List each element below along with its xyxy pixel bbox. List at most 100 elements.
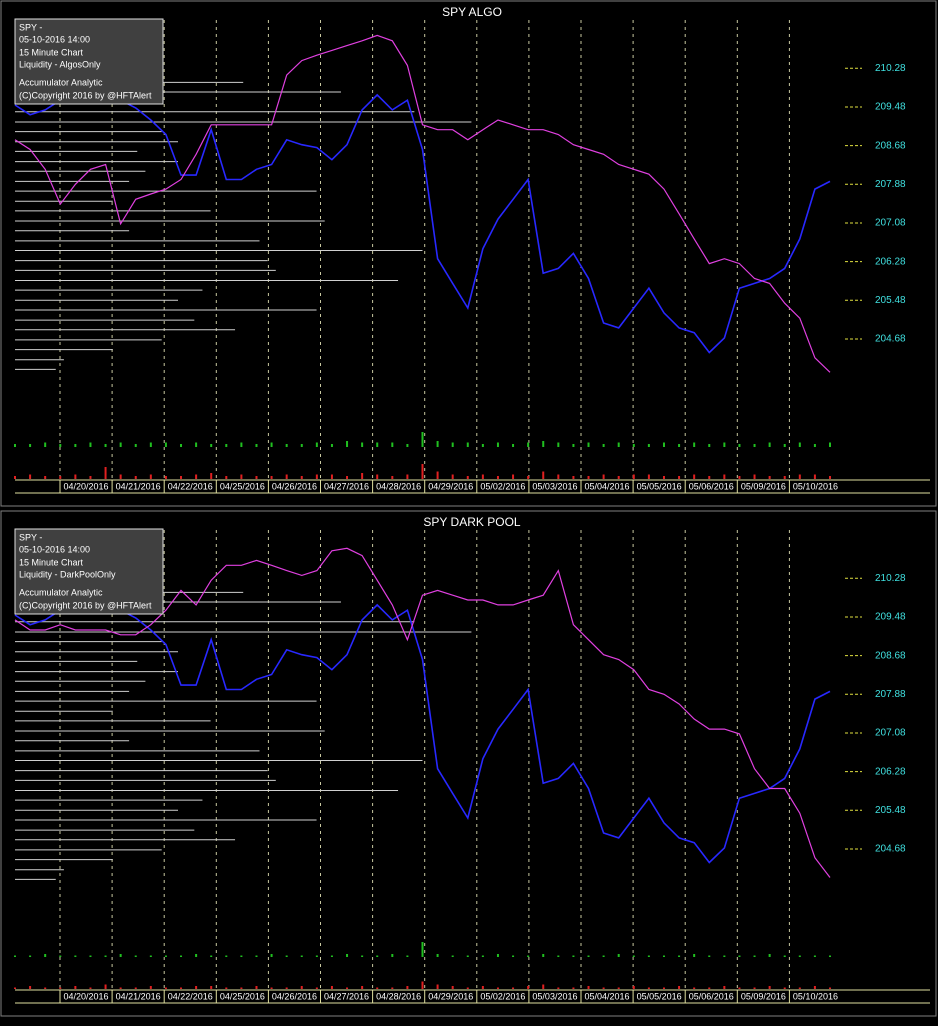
volume-bar <box>542 441 545 447</box>
volume-bar <box>330 986 333 989</box>
volume-bar <box>270 954 273 957</box>
volume-bar <box>783 955 786 957</box>
volume-bar <box>512 955 515 957</box>
volume-bar <box>587 986 590 989</box>
x-tick-label: 04/27/2016 <box>324 481 369 491</box>
x-tick-label: 04/22/2016 <box>168 991 213 1001</box>
volume-bar <box>813 955 816 957</box>
x-tick-label: 05/05/2016 <box>637 991 682 1001</box>
volume-bar <box>798 987 801 989</box>
volume-bar <box>74 955 77 957</box>
volume-bar <box>89 442 92 447</box>
volume-bar <box>330 444 333 447</box>
volume-bar <box>557 987 560 989</box>
volume-bar <box>315 442 318 447</box>
volume-bar <box>451 474 454 479</box>
volume-bar <box>89 987 92 989</box>
volume-bar <box>436 471 439 479</box>
volume-bar <box>180 987 183 989</box>
volume-bar <box>74 474 77 479</box>
volume-bar <box>240 474 243 479</box>
volume-bar <box>361 473 364 479</box>
volume-bar <box>798 474 801 479</box>
x-tick-label: 04/27/2016 <box>324 991 369 1001</box>
volume-bar <box>210 444 213 447</box>
volume-bar <box>587 955 590 957</box>
volume-bar <box>421 942 424 957</box>
y-tick-label: 205.48 <box>875 295 906 306</box>
volume-bar <box>164 476 167 479</box>
x-tick-label: 05/09/2016 <box>741 481 786 491</box>
volume-bar <box>662 987 665 989</box>
x-tick-label: 04/28/2016 <box>376 481 421 491</box>
volume-bar <box>225 987 228 989</box>
volume-bar <box>255 444 258 447</box>
y-tick-label: 208.68 <box>875 650 906 661</box>
volume-bar <box>753 474 756 479</box>
volume-bar <box>149 474 152 479</box>
volume-bar <box>542 984 545 989</box>
volume-bar <box>708 955 711 957</box>
x-tick-label: 04/29/2016 <box>428 991 473 1001</box>
volume-bar <box>195 986 198 989</box>
y-tick-label: 204.68 <box>875 844 906 855</box>
volume-bar <box>361 442 364 447</box>
chart-title: SPY ALGO <box>442 5 502 19</box>
price-line <box>14 93 831 354</box>
volume-bar <box>376 474 379 479</box>
volume-bar <box>678 986 681 989</box>
volume-bar <box>813 444 816 447</box>
volume-bar <box>104 955 107 957</box>
volume-bar <box>481 474 484 479</box>
volume-bar <box>512 444 515 447</box>
volume-bar <box>391 954 394 957</box>
volume-bar <box>104 467 107 479</box>
info-text: SPY - <box>19 532 42 542</box>
volume-bar <box>768 986 771 989</box>
x-tick-label: 04/29/2016 <box>428 481 473 491</box>
volume-bar <box>693 987 696 989</box>
volume-bar <box>59 444 62 447</box>
volume-bar <box>632 986 635 989</box>
volume-bar <box>753 987 756 989</box>
x-tick-label: 04/26/2016 <box>272 991 317 1001</box>
volume-bar <box>451 442 454 447</box>
volume-bar <box>270 987 273 989</box>
volume-bar <box>44 476 47 479</box>
volume-bar <box>708 444 711 447</box>
volume-bar <box>195 442 198 447</box>
volume-bar <box>29 955 32 957</box>
volume-bar <box>481 986 484 989</box>
volume-bar <box>829 442 831 447</box>
volume-bar <box>527 442 530 447</box>
volume-bar <box>466 987 469 989</box>
info-text: Liquidity - AlgosOnly <box>19 59 101 69</box>
volume-bar <box>557 474 560 479</box>
x-tick-label: 05/09/2016 <box>741 991 786 1001</box>
volume-bar <box>346 441 349 447</box>
volume-bar <box>285 444 288 447</box>
info-box <box>14 528 164 615</box>
volume-bar <box>180 955 183 957</box>
volume-bar <box>496 954 499 957</box>
volume-bar <box>255 986 258 989</box>
volume-bar <box>829 987 831 989</box>
y-tick-label: 206.28 <box>875 766 906 777</box>
volume-bar <box>240 442 243 447</box>
x-tick-label: 05/02/2016 <box>480 481 525 491</box>
volume-bar <box>14 955 16 957</box>
volume-bar <box>59 955 62 957</box>
volume-bar <box>134 955 137 957</box>
volume-bar <box>723 474 726 479</box>
volume-bar <box>662 476 665 479</box>
volume-bar <box>738 444 741 447</box>
volume-bar <box>647 987 650 989</box>
volume-bar <box>119 442 122 447</box>
volume-bar <box>44 987 47 989</box>
volume-bar <box>285 987 288 989</box>
volume-bar <box>376 955 379 957</box>
x-tick-label: 04/28/2016 <box>376 991 421 1001</box>
volume-bar <box>210 986 213 989</box>
info-text: Liquidity - DarkPoolOnly <box>19 569 116 579</box>
volume-bar <box>376 442 379 447</box>
